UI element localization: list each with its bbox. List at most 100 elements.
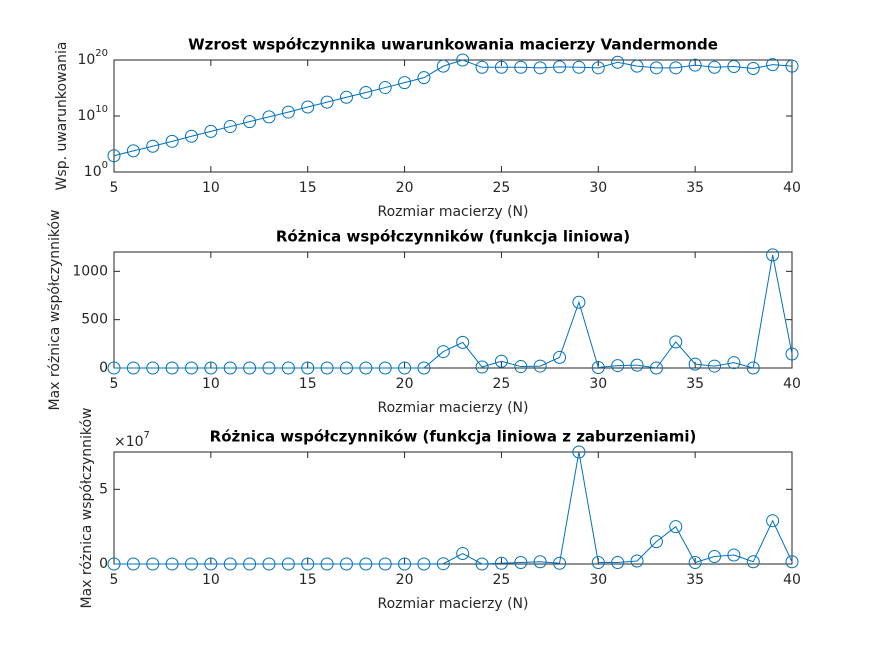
x-tick-label: 20 <box>396 572 414 588</box>
data-point <box>475 60 489 74</box>
data-point <box>475 360 489 374</box>
y-tick-label: 100 <box>84 160 108 180</box>
data-point <box>611 55 625 69</box>
data-point <box>359 557 373 571</box>
data-point <box>766 514 780 528</box>
data-point <box>243 361 257 375</box>
data-point <box>727 59 741 73</box>
data-point <box>708 550 722 564</box>
data-point <box>184 557 198 571</box>
data-point <box>359 361 373 375</box>
data-point <box>339 361 353 375</box>
x-tick-label: 40 <box>783 376 801 392</box>
data-point <box>107 361 121 375</box>
y-exponent-label: ×107 <box>114 430 150 450</box>
data-point <box>359 85 373 99</box>
y-tick-label: 1010 <box>77 104 108 124</box>
data-point <box>746 361 760 375</box>
data-point <box>436 59 450 73</box>
data-point <box>456 547 470 561</box>
x-tick-label: 10 <box>202 572 220 588</box>
x-tick-label: 40 <box>783 180 801 196</box>
data-point <box>766 58 780 72</box>
x-tick-label: 10 <box>202 180 220 196</box>
data-point <box>591 556 605 570</box>
data-point <box>514 360 528 374</box>
data-point <box>417 71 431 85</box>
chart-title: Wzrost współczynnika uwarunkowania macie… <box>188 36 718 54</box>
data-point <box>785 59 799 73</box>
data-point <box>262 557 276 571</box>
data-point <box>146 139 160 153</box>
data-point <box>553 556 567 570</box>
x-tick-label: 25 <box>493 572 511 588</box>
data-point <box>669 335 683 349</box>
data-point <box>436 345 450 359</box>
axes-box <box>113 251 793 369</box>
data-point <box>184 361 198 375</box>
data-point <box>281 361 295 375</box>
x-tick-label: 15 <box>299 572 317 588</box>
x-tick-label: 20 <box>396 376 414 392</box>
data-point <box>611 556 625 570</box>
data-point <box>243 115 257 129</box>
data-point <box>785 555 799 569</box>
data-point <box>688 357 702 371</box>
data-point <box>494 354 508 368</box>
data-point <box>746 62 760 76</box>
x-tick-label: 30 <box>589 376 607 392</box>
data-point <box>204 361 218 375</box>
y-axis-label: Max różnica współczynników <box>79 407 95 608</box>
data-point <box>766 248 780 262</box>
y-axis-label: Wsp. uwarunkowania <box>54 42 70 191</box>
data-line <box>114 451 793 565</box>
data-point <box>514 556 528 570</box>
data-point <box>436 557 450 571</box>
data-point <box>688 556 702 570</box>
data-point <box>533 359 547 373</box>
data-point <box>533 61 547 75</box>
data-point <box>630 358 644 372</box>
data-point <box>572 60 586 74</box>
data-line <box>113 59 793 157</box>
y-tick-label: 1020 <box>77 48 108 68</box>
data-point <box>204 557 218 571</box>
data-point <box>669 520 683 534</box>
data-point <box>669 61 683 75</box>
data-point <box>494 60 508 74</box>
data-point <box>281 105 295 119</box>
x-tick-label: 35 <box>686 180 704 196</box>
data-point <box>378 557 392 571</box>
data-point <box>649 535 663 549</box>
x-tick-label: 30 <box>589 572 607 588</box>
x-axis-label: Rozmiar macierzy (N) <box>378 400 529 416</box>
data-point <box>281 557 295 571</box>
x-tick-label: 25 <box>493 376 511 392</box>
x-tick-label: 5 <box>110 572 119 588</box>
data-point <box>398 557 412 571</box>
data-point <box>514 60 528 74</box>
data-point <box>398 361 412 375</box>
data-point <box>708 359 722 373</box>
data-point <box>262 361 276 375</box>
data-point <box>688 58 702 72</box>
data-point <box>146 361 160 375</box>
data-point <box>146 557 160 571</box>
y-tick-label: 0 <box>99 360 108 376</box>
data-point <box>320 361 334 375</box>
x-tick-label: 30 <box>589 180 607 196</box>
chart-title: Różnica współczynników (funkcja liniowa) <box>276 228 630 246</box>
data-point <box>223 557 237 571</box>
data-point <box>301 557 315 571</box>
x-tick-label: 35 <box>686 572 704 588</box>
data-point <box>785 347 799 361</box>
data-point <box>126 144 140 158</box>
data-point <box>107 557 121 571</box>
data-point <box>746 555 760 569</box>
data-point <box>262 110 276 124</box>
data-point <box>165 557 179 571</box>
data-point <box>204 124 218 138</box>
data-point <box>320 557 334 571</box>
data-point <box>223 361 237 375</box>
axes-box <box>113 59 793 173</box>
